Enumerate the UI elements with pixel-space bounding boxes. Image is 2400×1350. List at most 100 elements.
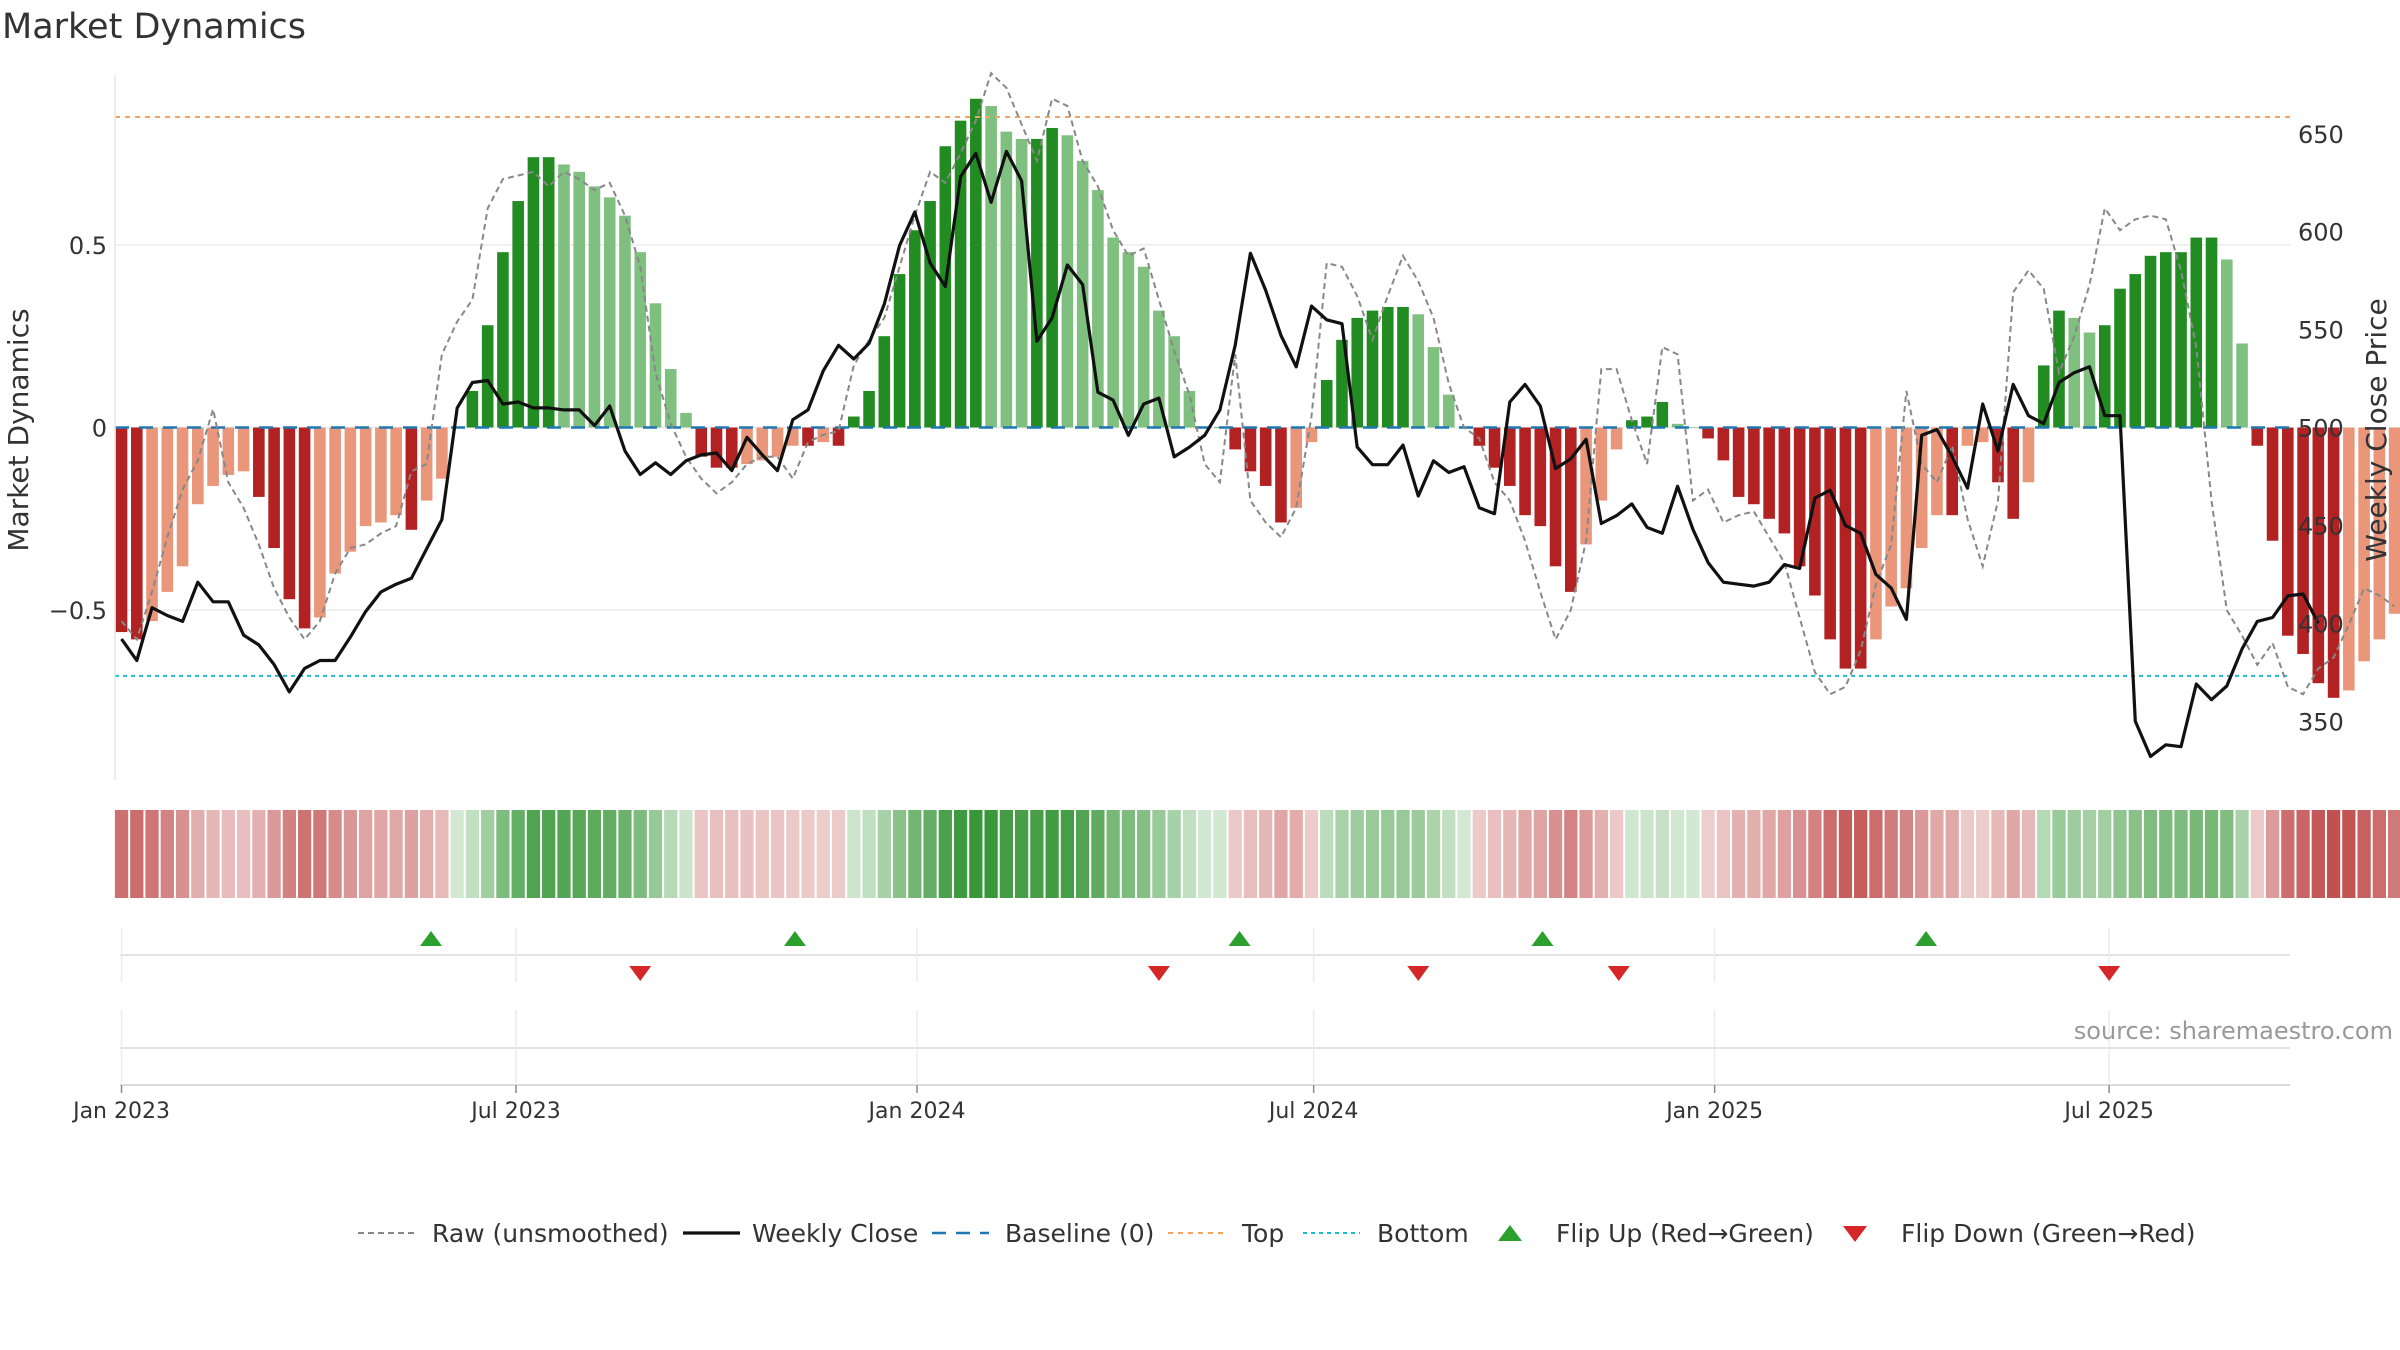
bar-5	[192, 427, 204, 505]
strip-cell-81	[1350, 810, 1364, 898]
strip-cell-62	[1060, 810, 1075, 898]
strip-cell-80	[1335, 810, 1349, 898]
bar-109	[1778, 427, 1791, 534]
strip-cell-101	[1655, 810, 1669, 898]
strip-cell-67	[1137, 810, 1151, 898]
strip-cell-74	[1243, 810, 1258, 898]
bar-50	[878, 336, 891, 428]
strip-cell-18	[389, 810, 403, 898]
bar-33	[619, 215, 631, 428]
bar-74	[1244, 427, 1257, 472]
bar-141	[2266, 427, 2279, 541]
bar-130	[2098, 325, 2111, 428]
bar-30	[573, 171, 586, 428]
bar-98	[1610, 427, 1623, 450]
right-tick-label-0: 650	[2298, 121, 2344, 149]
bar-7	[222, 427, 235, 475]
bar-125	[2022, 427, 2035, 483]
strip-cell-146	[2342, 810, 2356, 898]
x-tick-label-4: Jan 2025	[1664, 1099, 1763, 1124]
strip-cell-90	[1487, 810, 1502, 898]
bar-83	[1381, 306, 1394, 428]
raw-series-line	[120, 71, 2396, 696]
strip-cell-56	[969, 810, 983, 898]
bar-131	[2114, 288, 2126, 428]
bar-146	[2343, 427, 2355, 691]
bar-47	[832, 427, 845, 446]
strip-cell-61	[1045, 810, 1059, 898]
bar-84	[1397, 306, 1409, 428]
bar-42	[756, 427, 769, 461]
bar-134	[2159, 252, 2172, 428]
bar-60	[1031, 138, 1043, 428]
strip-cell-132	[2128, 810, 2142, 898]
strip-cell-121	[1960, 810, 1975, 898]
strip-cell-30	[572, 810, 586, 898]
strip-cell-60	[1030, 810, 1044, 898]
strip-cell-107	[1747, 810, 1761, 898]
bar-69	[1168, 336, 1180, 428]
strip-cell-73	[1228, 810, 1242, 898]
bar-94	[1549, 427, 1562, 567]
strip-cell-124	[2006, 810, 2020, 898]
bar-8	[237, 427, 250, 472]
flip-down-marker-4	[2098, 966, 2121, 981]
bar-10	[268, 427, 280, 549]
x-tick-label-2: Jan 2024	[867, 1099, 966, 1124]
x-tick-label-3: Jul 2024	[1267, 1099, 1359, 1124]
strip-cell-138	[2220, 810, 2234, 898]
right-tick-label-4: 450	[2298, 512, 2344, 540]
strip-cell-110	[1793, 810, 1807, 898]
bar-79	[1320, 380, 1333, 428]
strip-cell-9	[252, 810, 266, 898]
strip-cell-17	[374, 810, 388, 898]
strip-cell-8	[236, 810, 251, 898]
strip-cell-105	[1716, 810, 1730, 898]
bar-85	[1412, 314, 1425, 428]
strip-cell-89	[1472, 810, 1486, 898]
bar-89	[1473, 427, 1486, 446]
strip-cell-125	[2021, 810, 2036, 898]
strip-cell-7	[221, 810, 235, 898]
strip-cell-14	[328, 810, 342, 898]
bar-132	[2129, 274, 2142, 428]
strip-cell-143	[2296, 810, 2310, 898]
bar-136	[2190, 237, 2203, 428]
bar-140	[2251, 427, 2264, 446]
left-axis-label: Market Dynamics	[2, 308, 35, 551]
left-tick-label-2: −0.5	[49, 597, 107, 625]
bar-35	[649, 303, 662, 428]
strip-cell-3	[160, 810, 174, 898]
bar-2	[146, 427, 158, 622]
strip-cell-99	[1625, 810, 1639, 898]
bar-4	[176, 427, 189, 567]
bar-14	[329, 427, 341, 574]
bar-15	[344, 427, 357, 552]
legend-label-6: Flip Down (Green→Red)	[1901, 1219, 2196, 1248]
bar-124	[2007, 427, 2020, 519]
flip-up-marker-4	[1915, 931, 1938, 946]
strip-cell-95	[1564, 810, 1578, 898]
bar-139	[2236, 343, 2248, 428]
bar-92	[1519, 427, 1531, 516]
bar-62	[1061, 135, 1074, 428]
strip-cell-133	[2143, 810, 2158, 898]
flip-down-marker-3	[1607, 966, 1630, 981]
reference-lines	[115, 116, 2290, 677]
strip-cell-50	[877, 810, 891, 898]
strip-cell-106	[1731, 810, 1746, 898]
bar-145	[2327, 427, 2340, 698]
bar-90	[1488, 427, 1501, 468]
strip-cell-46	[816, 810, 830, 898]
bar-64	[1092, 190, 1104, 428]
strip-cell-96	[1579, 810, 1593, 898]
strip-cell-12	[297, 810, 312, 898]
strip-cell-57	[984, 810, 998, 898]
bar-108	[1763, 427, 1775, 519]
legend-label-5: Flip Up (Red→Green)	[1556, 1219, 1814, 1248]
bar-80	[1336, 339, 1348, 428]
bar-31	[588, 186, 601, 428]
bar-58	[1000, 131, 1013, 428]
bar-52	[909, 230, 921, 428]
strip-cell-145	[2326, 810, 2341, 898]
